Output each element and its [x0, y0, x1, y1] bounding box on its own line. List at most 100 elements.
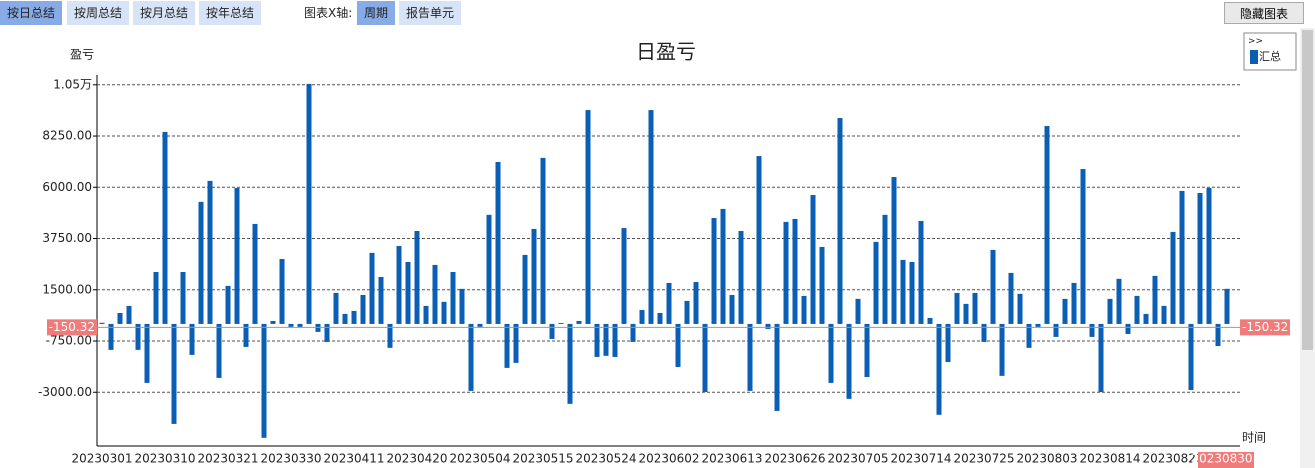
x-tick-label: 20230310: [134, 452, 195, 466]
y-tick-label: 3750.00: [42, 231, 92, 245]
bar: [585, 110, 591, 324]
button[interactable]: 报告单元: [399, 1, 462, 25]
bar: [963, 303, 969, 324]
bar: [1017, 293, 1023, 324]
bar: [207, 180, 213, 324]
bar: [657, 312, 663, 324]
bar: [369, 252, 375, 324]
hide-button[interactable]: 隐藏图表: [1224, 2, 1304, 24]
bar: [927, 318, 933, 324]
x-tick-label: 20230515: [512, 452, 573, 466]
bar: [297, 323, 303, 327]
cursor-y-label: -150.32: [49, 320, 95, 334]
bar: [1062, 298, 1068, 324]
bar: [405, 261, 411, 324]
bar: [1161, 305, 1167, 324]
bar: [540, 157, 546, 324]
bar: [198, 201, 204, 324]
scrollbar-thumb[interactable]: [1302, 30, 1313, 350]
bar: [1206, 187, 1212, 324]
button[interactable]: 按周总结: [67, 1, 130, 25]
bar: [1044, 126, 1050, 324]
bar: [441, 301, 447, 324]
bar: [846, 323, 852, 399]
bar: [729, 295, 735, 324]
bar: [270, 320, 276, 324]
bar: [702, 323, 708, 393]
bar: [180, 272, 186, 324]
bar: [774, 323, 780, 411]
bar: [873, 241, 879, 324]
bar: [576, 320, 582, 324]
bar: [513, 323, 519, 363]
bar: [738, 231, 744, 324]
legend-swatch: [1250, 50, 1258, 64]
x-tick-label: 20230803: [1016, 452, 1077, 466]
bar: [909, 261, 915, 324]
button[interactable]: 按日总结: [0, 1, 63, 25]
bar: [1224, 288, 1230, 324]
bar: [945, 323, 951, 362]
bar: [1197, 192, 1203, 324]
bar: [1026, 323, 1032, 348]
bar: [495, 161, 501, 324]
y-tick-label: 8250.00: [42, 129, 92, 143]
bar: [1188, 323, 1194, 390]
bar: [342, 313, 348, 324]
bar: [459, 288, 465, 324]
x-tick-label: 20230504: [449, 452, 510, 466]
legend-toggle[interactable]: >>: [1248, 37, 1263, 47]
bar: [1089, 323, 1095, 337]
bar: [1134, 295, 1140, 324]
bar: [279, 259, 285, 324]
bar: [450, 272, 456, 324]
button[interactable]: 按月总结: [133, 1, 196, 25]
bar: [837, 118, 843, 324]
bar: [486, 214, 492, 324]
cursor-y-label-bg: [1240, 319, 1290, 336]
bar: [990, 249, 996, 324]
bar: [594, 323, 600, 357]
cursor-x-label: 20230830: [1191, 452, 1252, 466]
bar: [99, 322, 105, 324]
bar: [531, 228, 537, 324]
x-tick-label: 20230420: [386, 452, 447, 466]
toolbar: 按日总结 按周总结 按月总结 按年总结 图表X轴: 周期 报告单元 隐藏图表: [0, 0, 1315, 28]
bar: [315, 323, 321, 332]
bar: [1035, 323, 1041, 327]
y-tick-label: -750.00: [46, 334, 92, 348]
bar: [711, 218, 717, 324]
x-tick-label: 20230524: [575, 452, 636, 466]
bar: [828, 323, 834, 383]
x-tick-label: 20230321: [197, 452, 258, 466]
bar: [396, 246, 402, 324]
bar: [306, 83, 312, 324]
bar: [999, 323, 1005, 376]
bar: [891, 177, 897, 324]
x-tick-label: 20230602: [638, 452, 699, 466]
bar: [675, 323, 681, 367]
button[interactable]: 周期: [357, 1, 396, 25]
x-tick-label: 20230814: [1079, 452, 1140, 466]
bar: [333, 292, 339, 324]
y-tick-label: 1.05万: [53, 77, 92, 91]
bar: [792, 218, 798, 324]
bar: [783, 221, 789, 324]
bar: [1008, 272, 1014, 324]
bar: [630, 323, 636, 342]
bar: [1107, 298, 1113, 324]
bar: [1179, 190, 1185, 324]
cursor-x-label-bg: [1198, 452, 1254, 468]
button[interactable]: 按年总结: [199, 1, 262, 25]
x-tick-label: 20230822: [1142, 452, 1203, 466]
bar: [693, 282, 699, 324]
bar: [234, 187, 240, 324]
bar: [288, 323, 294, 327]
bar: [117, 312, 123, 324]
bar: [810, 195, 816, 324]
x-axis-label: 时间: [1242, 431, 1266, 445]
x-tick-label: 20230714: [890, 452, 951, 466]
bar: [351, 310, 357, 324]
bar: [981, 323, 987, 342]
